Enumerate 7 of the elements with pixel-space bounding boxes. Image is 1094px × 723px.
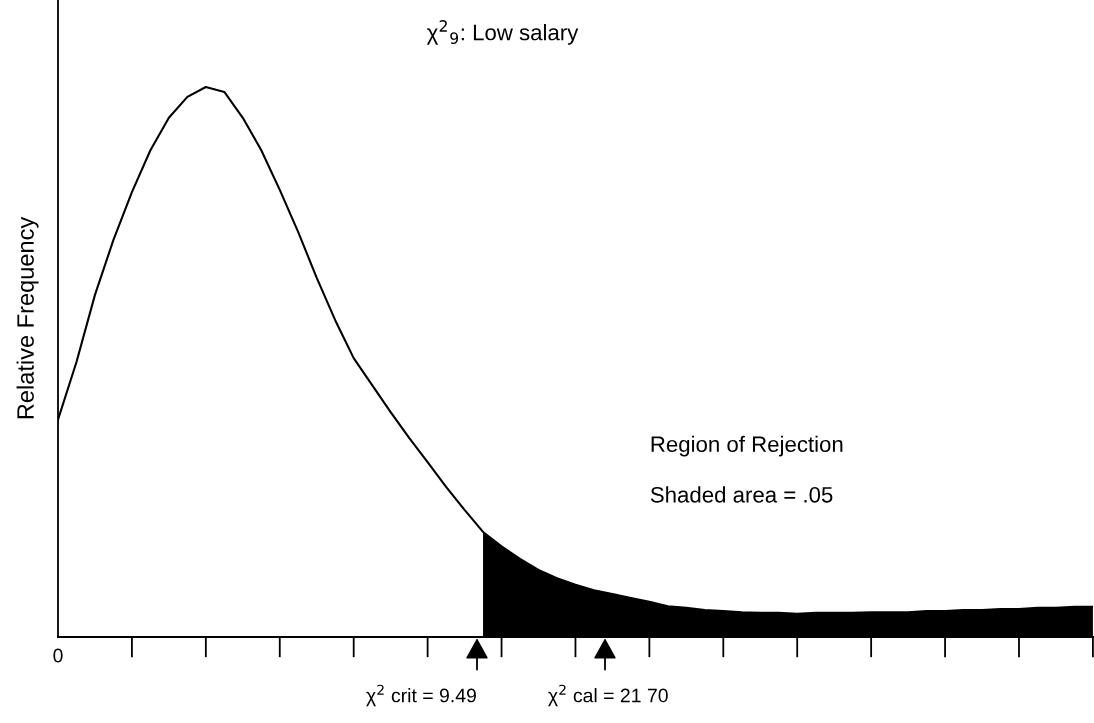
text: χ$^{2}$ crit = 9.49: [366, 684, 476, 707]
text: χ$^{2}$ cal = 21 70: [548, 684, 668, 707]
text: 0: [53, 648, 63, 663]
annotation: Region of Rejection: [651, 435, 843, 457]
chart-title: χ$^{2}$$_{9}$: Low salary: [426, 20, 579, 45]
y-axis-title: Relative Frequency: [16, 216, 39, 419]
annotation: Shaded area = .05: [650, 486, 833, 503]
